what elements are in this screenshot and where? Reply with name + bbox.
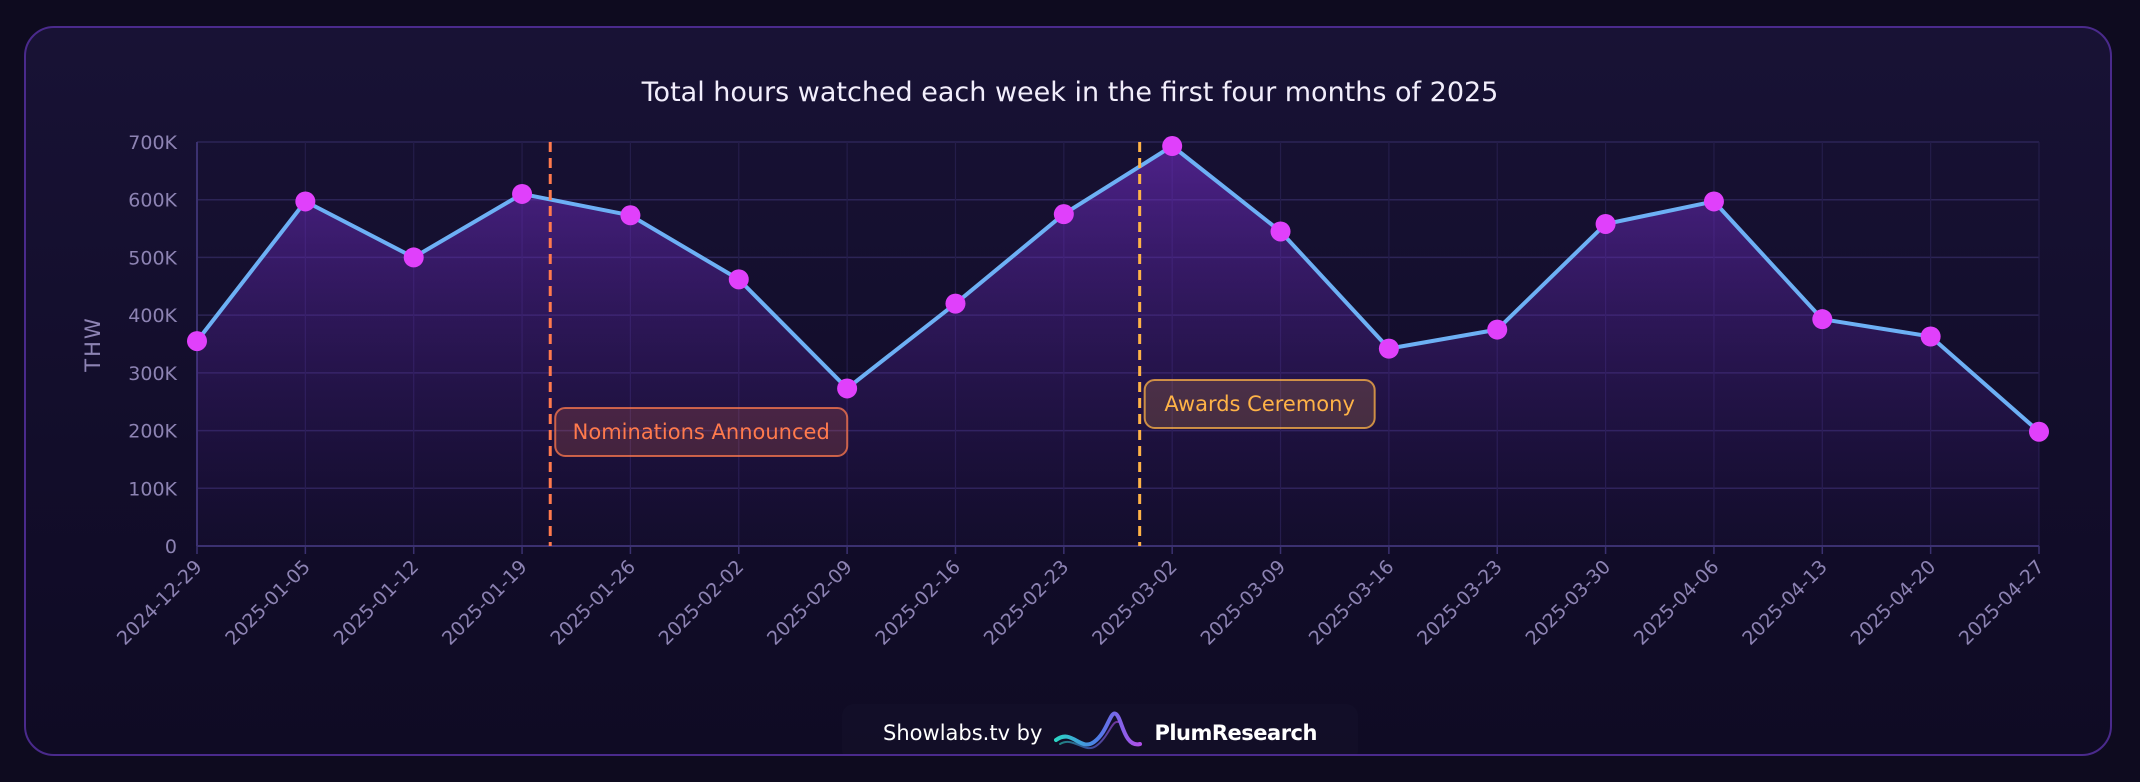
data-point [1053,204,1074,225]
chart-title: Total hours watched each week in the fir… [641,77,1499,108]
data-point [1703,191,1724,212]
y-tick-label: 200K [128,421,177,443]
data-point [1378,338,1399,359]
data-point [1920,326,1941,347]
y-tick-label: 300K [128,363,177,385]
annotation-box [554,407,849,457]
footer-credit: Showlabs.tv by PlumResearch [842,704,1358,754]
y-tick-label: 600K [128,190,177,212]
x-tick-label: 2025-01-26 [546,556,640,650]
x-tick-label: 2025-04-06 [1630,556,1724,650]
y-axis-label: THW [81,316,105,372]
x-tick-label: 2025-04-27 [1955,556,2049,650]
x-tick-label: 2025-01-12 [330,556,424,650]
data-point [945,293,966,314]
data-point [295,191,316,212]
x-tick-label: 2025-04-20 [1847,556,1941,650]
data-point [837,378,858,399]
y-tick-label: 700K [128,132,177,154]
x-tick-label: 2025-03-16 [1305,556,1399,650]
series-line [195,144,2041,434]
plumresearch-wave-icon [1054,711,1143,749]
y-tick-label: 500K [128,247,177,269]
data-point [728,269,749,290]
x-tick-label: 2025-02-09 [763,556,857,650]
chart-card: Total hours watched each week in the fir… [24,26,2112,756]
x-tick-label: 2025-02-02 [655,556,749,650]
y-tick-label: 100K [128,478,177,500]
data-point [512,183,533,204]
x-tick-label: 2025-03-30 [1521,556,1615,650]
data-point [1162,136,1183,157]
x-tick-label: 2025-03-23 [1413,556,1507,650]
brand-name: PlumResearch [1154,721,1317,745]
footer-prefix: Showlabs.tv by [883,721,1043,745]
x-tick-label: 2025-04-13 [1738,556,1832,650]
x-tick-label: 2025-03-02 [1088,556,1182,650]
data-point [1595,213,1616,234]
data-point [2029,421,2049,442]
series-area [197,146,2039,546]
data-point [187,331,207,352]
x-tick-label: 2025-01-19 [438,556,532,650]
annotations: Nominations Announced Awards Ceremony [548,142,1376,546]
annotation-label: Nominations Announced [573,420,830,444]
data-point [403,247,424,268]
data-point [1487,319,1508,340]
x-tick-label: 2024-12-29 [113,556,207,650]
x-axis-ticks: 2024-12-29 2025-01-05 2025-01-12 2025-01-19… [113,546,2049,650]
x-tick-label: 2025-02-23 [980,556,1074,650]
annotation-box [1143,379,1376,429]
annotation-label: Awards Ceremony [1164,392,1355,416]
y-axis-ticks: 0 100K 200K 300K 400K 500K 600K 700K [128,132,177,558]
hours-watched-chart: Total hours watched each week in the fir… [81,77,2049,650]
data-point [1812,309,1833,330]
data-point [620,205,641,226]
x-tick-label: 2025-03-09 [1196,556,1290,650]
y-tick-label: 0 [165,536,177,558]
x-tick-label: 2025-01-05 [221,556,315,650]
data-point [1270,221,1291,242]
x-tick-label: 2025-02-16 [871,556,965,650]
y-tick-label: 400K [128,305,177,327]
plot-area [187,136,2049,546]
